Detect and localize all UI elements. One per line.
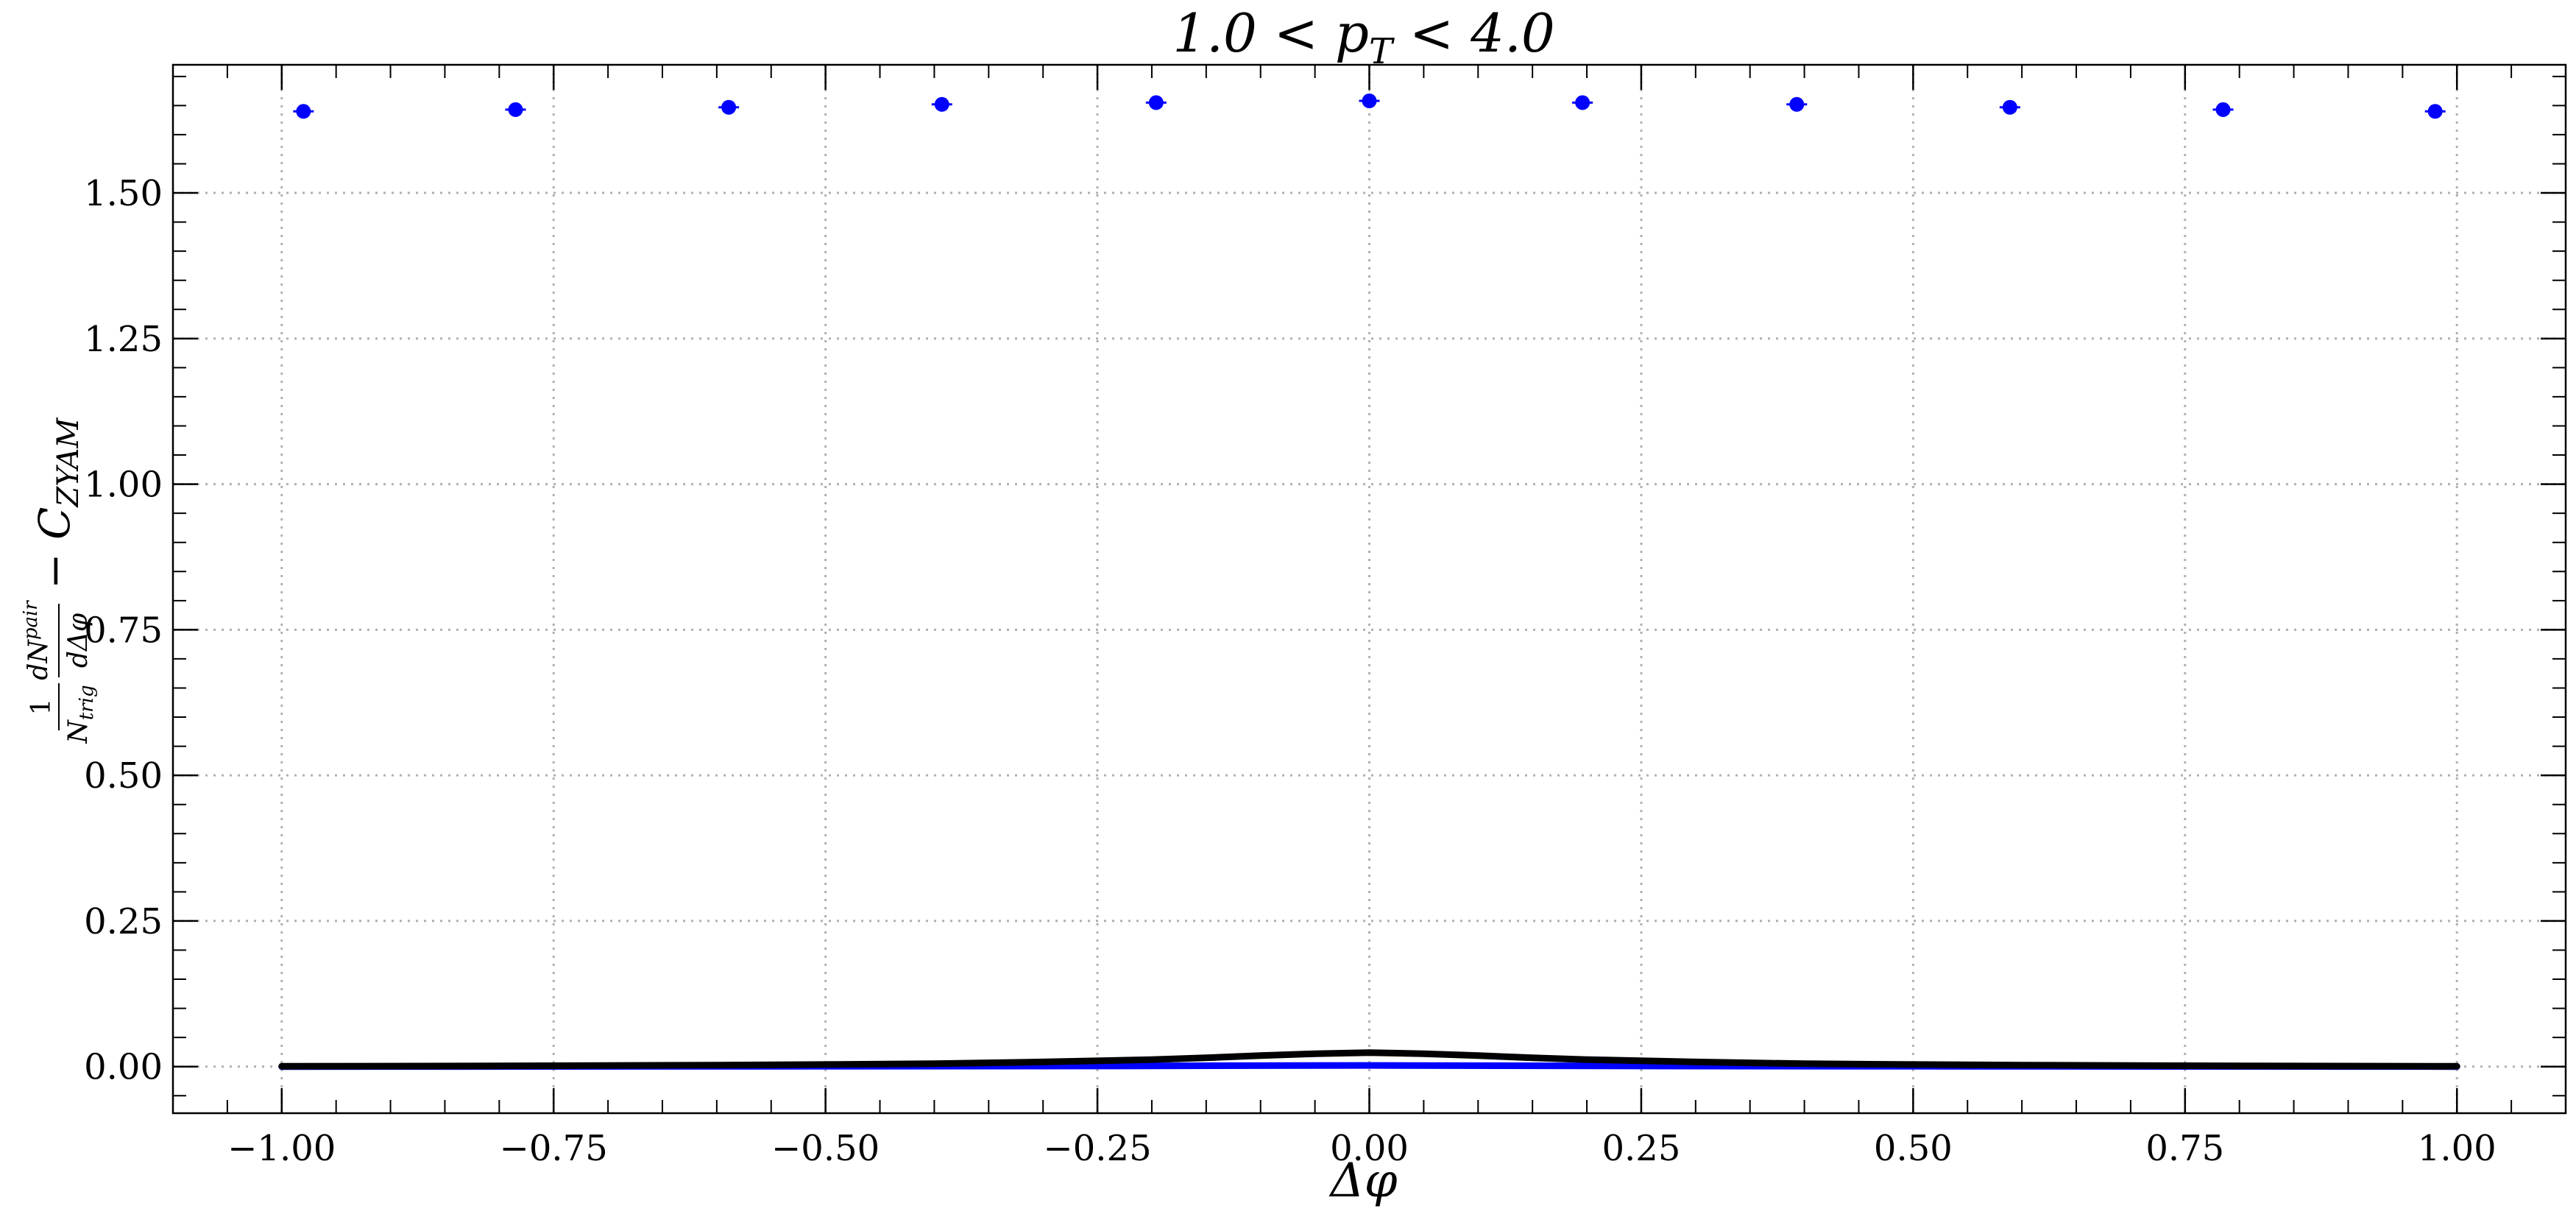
data-point xyxy=(1575,95,1590,110)
fit-line xyxy=(278,1049,2460,1070)
data-point xyxy=(296,104,311,119)
x-tick-label: 0.75 xyxy=(2145,1128,2224,1169)
series-layer xyxy=(278,94,2460,1070)
data-point xyxy=(2215,102,2231,117)
y-label-minus-sub: ZYAM xyxy=(52,417,85,509)
y-label-frac2-num-sup: pair xyxy=(20,600,42,640)
y-label-frac2-den: dΔφ xyxy=(63,613,93,668)
x-tick-label: −0.75 xyxy=(500,1128,608,1169)
title-suffix: < 4.0 xyxy=(1393,2,1555,64)
data-point xyxy=(1789,96,1805,112)
x-tick-label: 0.50 xyxy=(1874,1128,1953,1169)
data-point xyxy=(1148,95,1164,110)
data-point xyxy=(2427,104,2443,119)
x-tick-label: 1.00 xyxy=(2418,1128,2497,1169)
plot-frame xyxy=(171,63,2567,1115)
data-point xyxy=(1362,94,1377,109)
y-label-frac1-den-sub: trig xyxy=(76,685,98,720)
y-tick-label: 0.00 xyxy=(84,1047,163,1088)
x-tick-label: −1.00 xyxy=(227,1128,336,1169)
y-label-frac2-num: dNpair xyxy=(20,600,54,680)
data-point xyxy=(2002,99,2017,115)
y-label-frac1-den-main: N xyxy=(63,719,93,744)
x-tick-label: 0.00 xyxy=(1330,1128,1409,1169)
major-ticks xyxy=(173,65,2566,1113)
x-tick-labels: −1.00 −0.75 −0.50 −0.25 0.00 0.25 0.50 0.75 1.00 xyxy=(227,1128,2496,1169)
y-tick-label: 0.75 xyxy=(84,610,163,651)
y-tick-label: 1.50 xyxy=(84,173,163,214)
y-tick-label: 0.50 xyxy=(84,755,163,797)
minor-ticks xyxy=(173,65,2566,1113)
y-label-minus-term: − CZYAM xyxy=(29,417,85,589)
y-label-frac2-num-main: dN xyxy=(24,639,54,680)
y-tick-label: 0.25 xyxy=(84,901,163,942)
y-axis-label: 1 Ntrig dNpair dΔφ − CZYAM xyxy=(20,417,98,744)
data-point xyxy=(721,99,737,115)
x-tick-label: 0.25 xyxy=(1602,1128,1680,1169)
y-tick-labels: 0.00 0.25 0.50 0.75 1.00 1.25 1.50 xyxy=(84,173,163,1088)
x-axis-label: Δφ xyxy=(1328,1154,1397,1208)
data-point xyxy=(508,102,523,117)
x-tick-label: −0.25 xyxy=(1044,1128,1152,1169)
chart-title: 1.0 < pT < 4.0 xyxy=(1172,2,1554,72)
y-label-frac1-num: 1 xyxy=(26,699,57,716)
data-point xyxy=(934,96,949,112)
y-tick-label: 1.25 xyxy=(84,319,163,360)
y-tick-label: 1.00 xyxy=(84,465,163,506)
title-subscript: T xyxy=(1369,31,1395,72)
y-label-frac1-den: Ntrig xyxy=(63,685,98,744)
title-prefix: 1.0 < p xyxy=(1172,2,1369,64)
y-label-minus-main: − C xyxy=(29,507,79,589)
x-tick-label: −0.50 xyxy=(771,1128,880,1169)
